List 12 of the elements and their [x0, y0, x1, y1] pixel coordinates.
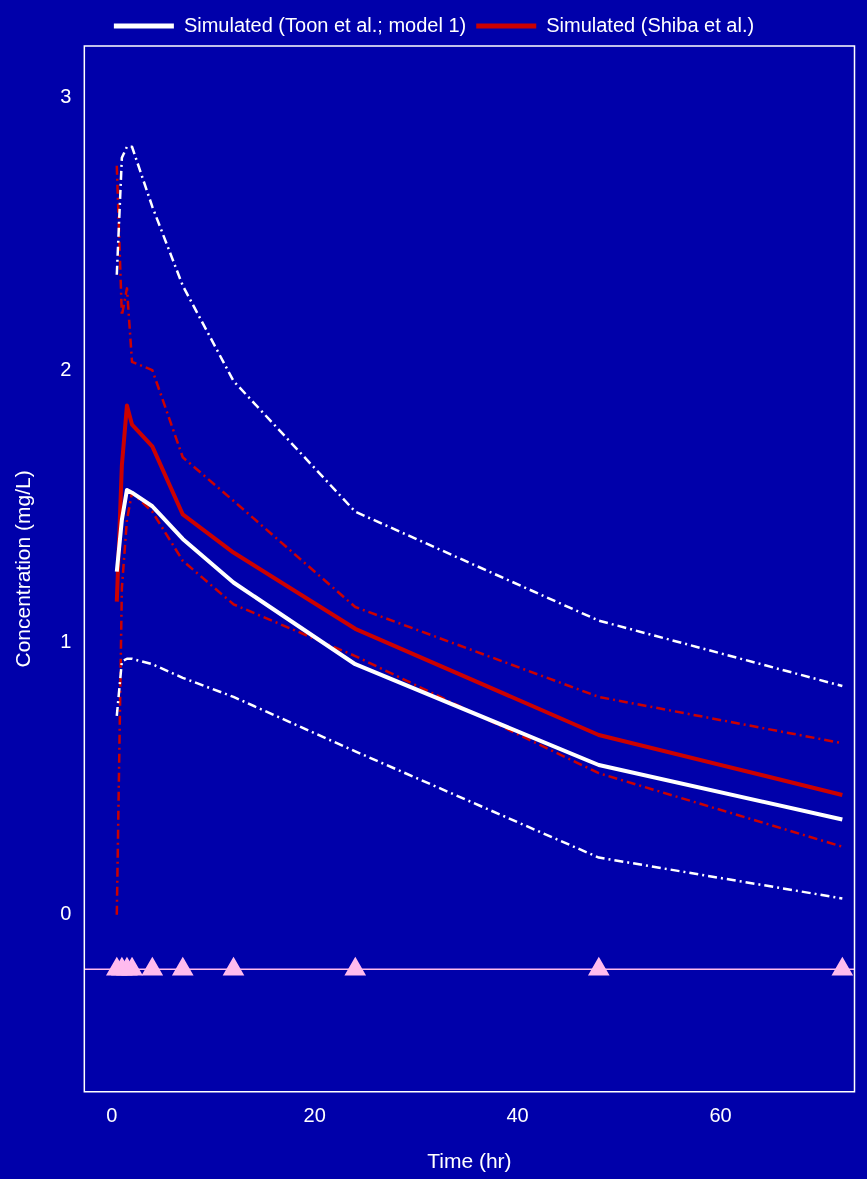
legend-label: Simulated (Toon et al.; model 1) [183, 13, 467, 36]
y-tick-label: 2 [60, 357, 72, 380]
x-tick-label: 40 [506, 1104, 529, 1127]
x-axis-title: Time (hr) [427, 1149, 512, 1173]
legend-label: Simulated (Shiba et al.) [546, 13, 755, 36]
y-axis-title: Concentration (mg/L) [11, 470, 35, 668]
x-tick-label: 20 [303, 1104, 326, 1127]
y-tick-label: 1 [60, 629, 72, 652]
y-tick-label: 3 [60, 85, 72, 108]
x-tick-label: 60 [709, 1104, 732, 1127]
x-tick-label: 0 [106, 1104, 118, 1127]
y-tick-label: 0 [60, 902, 72, 925]
